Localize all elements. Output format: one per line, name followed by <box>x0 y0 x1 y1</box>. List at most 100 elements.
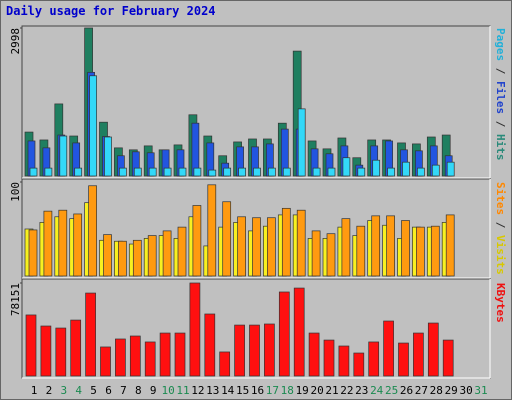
bar <box>222 201 232 277</box>
bar <box>323 339 335 377</box>
legend-separator: / <box>494 114 507 134</box>
bar <box>252 217 261 277</box>
bar <box>174 332 186 377</box>
bar <box>59 135 68 177</box>
bar <box>398 342 409 377</box>
bar <box>100 346 111 377</box>
bar <box>177 226 187 277</box>
bar <box>159 332 171 377</box>
bar <box>371 215 381 277</box>
bar <box>144 341 156 377</box>
bar <box>89 75 97 177</box>
x-tick-label: 12 <box>191 384 204 397</box>
bar <box>28 229 38 277</box>
bar <box>311 230 321 277</box>
x-tick-label: 1 <box>31 384 38 397</box>
bar <box>446 161 455 177</box>
bar <box>133 167 142 177</box>
x-tick-label: 17 <box>266 384 279 397</box>
bar <box>442 339 454 377</box>
bar <box>162 230 172 277</box>
bar <box>148 167 157 177</box>
bar <box>296 209 306 277</box>
bar <box>44 167 53 177</box>
bar <box>103 234 112 277</box>
x-tick-label: 10 <box>161 384 174 397</box>
x-tick-label: 18 <box>281 384 294 397</box>
bar <box>356 225 366 277</box>
bar <box>204 313 216 377</box>
bar <box>341 218 351 277</box>
x-tick-label: 26 <box>400 384 413 397</box>
bar <box>207 184 217 277</box>
bar <box>372 159 381 177</box>
bar <box>249 324 260 377</box>
bar <box>253 167 261 177</box>
bar <box>85 292 96 377</box>
x-tick-label: 5 <box>90 384 97 397</box>
bar <box>338 345 350 377</box>
bar <box>192 205 202 277</box>
x-tick-label: 14 <box>221 384 235 397</box>
bar <box>115 338 126 377</box>
x-tick-label: 6 <box>105 384 112 397</box>
x-tick-label: 8 <box>135 384 142 397</box>
bar <box>208 169 217 177</box>
x-tick-label: 9 <box>150 384 157 397</box>
x-tick-label: 21 <box>325 384 338 397</box>
x-tick-label: 2 <box>46 384 53 397</box>
bar <box>326 233 336 277</box>
x-tick-label: 19 <box>296 384 309 397</box>
bar <box>118 240 127 277</box>
bar <box>147 235 157 277</box>
bar <box>74 167 83 177</box>
bar <box>387 167 395 177</box>
bar <box>342 157 351 177</box>
x-tick-label: 24 <box>370 384 384 397</box>
x-tick-label: 4 <box>75 384 82 397</box>
legend-separator: / <box>494 215 507 235</box>
x-tick-label: 28 <box>430 384 443 397</box>
x-tick-label: 22 <box>340 384 353 397</box>
bar <box>25 314 37 377</box>
bar <box>43 210 53 277</box>
bar <box>193 167 202 177</box>
bar <box>357 167 366 177</box>
axis-legend: Pages / Files / Hits <box>494 28 507 161</box>
legend-entry: Files <box>494 81 507 114</box>
bar <box>40 325 52 377</box>
bar <box>267 217 276 277</box>
bar <box>312 167 321 177</box>
legend-entry: KBytes <box>494 283 507 323</box>
bar <box>234 324 245 377</box>
x-tick-label: 15 <box>236 384 249 397</box>
x-tick-label: 27 <box>415 384 428 397</box>
bar <box>104 136 112 177</box>
bar <box>73 213 83 277</box>
axis-legend: KBytes <box>494 283 507 323</box>
y-tick-label: 100 <box>9 182 22 202</box>
bar <box>308 332 320 377</box>
bar <box>189 282 201 377</box>
bar <box>129 335 141 377</box>
bar <box>223 167 232 177</box>
bar <box>264 323 275 377</box>
bar <box>431 164 440 177</box>
bar <box>219 351 231 377</box>
legend-entry: Sites <box>494 182 507 215</box>
bar <box>402 161 410 177</box>
bar <box>163 167 172 177</box>
bar <box>55 327 67 377</box>
legend-separator: / <box>494 61 507 81</box>
chart-title: Daily usage for February 2024 <box>6 4 216 18</box>
bar <box>58 209 68 277</box>
x-tick-label: 25 <box>385 384 398 397</box>
bar <box>293 287 305 377</box>
bar <box>238 167 246 177</box>
legend-entry: Pages <box>494 28 507 61</box>
bar <box>417 167 425 177</box>
x-tick-label: 23 <box>355 384 368 397</box>
legend-entry: Hits <box>494 134 507 161</box>
bar <box>383 320 394 377</box>
